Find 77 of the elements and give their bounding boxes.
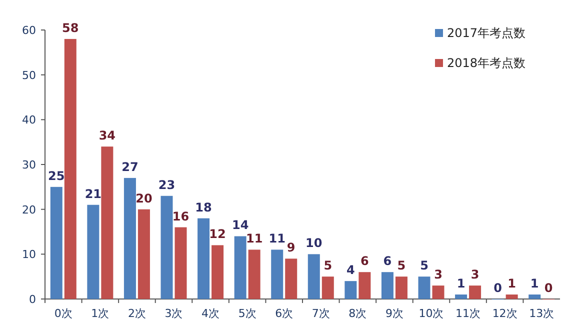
x-tick-label: 2次 [128,307,146,320]
bar [101,146,114,299]
x-tick-label: 0次 [54,307,72,320]
data-label: 1 [508,276,516,291]
bar [50,186,62,299]
y-tick-label: 20 [22,203,36,216]
bar [285,258,298,299]
x-tick-label: 7次 [312,307,330,320]
x-tick-label: 3次 [164,307,183,320]
data-label: 11 [246,232,263,246]
bar [358,272,371,299]
data-label: 0 [494,281,502,295]
x-tick-label: 5次 [238,307,256,320]
bar [124,178,136,299]
data-label: 3 [470,268,480,282]
data-label: 10 [306,236,322,250]
x-tick-label: 4次 [202,307,220,320]
y-tick-label: 0 [29,293,36,306]
data-label: 5 [324,258,332,273]
bar [212,245,224,299]
bar [174,227,187,299]
data-label: 12 [209,227,226,242]
x-tick-label: 8次 [348,307,367,320]
data-label: 9 [286,240,296,255]
data-label: 34 [98,128,116,143]
bar [198,218,210,299]
y-tick-label: 50 [22,68,36,82]
bar [64,38,76,299]
data-label: 21 [84,186,102,201]
bar [138,209,150,299]
bar [381,272,394,299]
bar [395,276,408,299]
data-label: 6 [360,254,369,268]
data-label: 5 [420,258,428,273]
data-label: 23 [158,178,176,192]
data-label: 0 [544,281,553,295]
bar [506,294,518,299]
data-label: 1 [530,276,539,291]
data-label: 27 [122,160,138,174]
x-tick-label: 1次 [91,307,110,320]
bar [455,294,468,299]
data-label: 5 [397,258,406,273]
bar [418,276,430,299]
data-label: 25 [48,168,65,183]
bar [87,204,100,299]
data-label: 3 [434,268,442,282]
y-tick-label: 30 [22,158,36,172]
data-label: 18 [195,200,212,214]
x-tick-label: 9次 [385,307,404,320]
bar [469,286,482,299]
bar [432,286,444,299]
bar [308,254,320,299]
bar [344,281,357,299]
data-label: 1 [456,276,466,291]
x-tick-label: 12次 [492,307,518,320]
legend-label: 2018年考点数 [447,56,526,70]
y-tick-label: 10 [22,248,36,262]
data-label: 16 [172,209,190,224]
data-label: 20 [136,191,152,206]
bar [322,276,334,299]
data-label: 4 [346,263,355,278]
y-tick-label: 60 [22,24,36,37]
data-label: 14 [232,218,249,232]
x-tick-label: 13次 [529,307,554,320]
legend-label: 2017年考点数 [447,26,526,40]
data-label: 11 [268,232,286,246]
data-label: 6 [383,254,392,268]
bar [160,196,173,299]
x-tick-label: 6次 [275,307,294,320]
x-tick-label: 11次 [456,307,481,320]
bar [528,294,541,299]
bar [248,250,260,299]
y-tick-label: 40 [22,114,36,127]
bar [271,250,284,299]
bar [234,236,246,299]
data-label: 58 [62,20,79,35]
x-tick-label: 10次 [418,307,444,320]
